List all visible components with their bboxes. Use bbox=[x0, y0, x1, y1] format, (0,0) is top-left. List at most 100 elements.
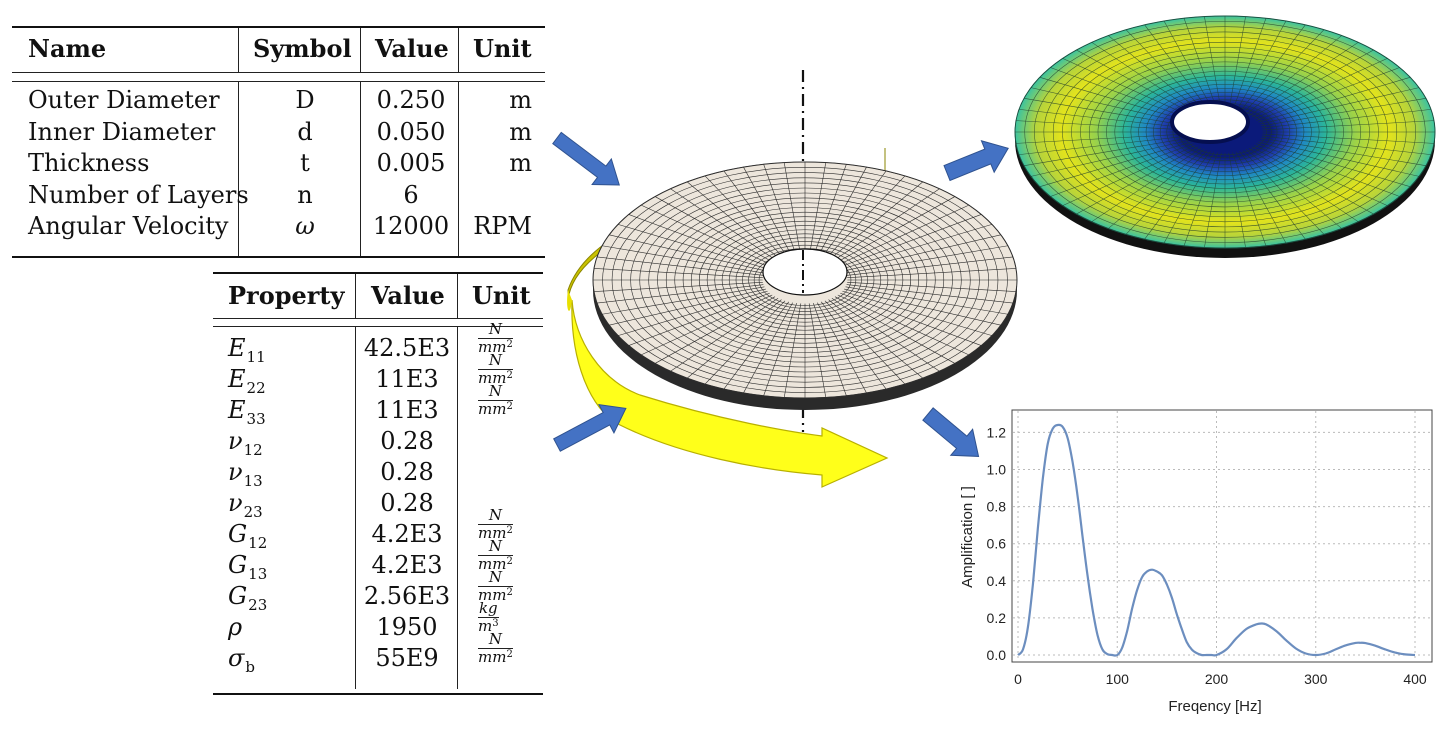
property-symbol: ν bbox=[228, 427, 243, 455]
unit-denominator: mm2 bbox=[478, 524, 513, 542]
row-value: 2.56E3 bbox=[363, 582, 451, 610]
unit-numerator: N bbox=[488, 320, 502, 338]
y-axis-label: Amplification [ ] bbox=[959, 486, 976, 588]
row-symbol: D bbox=[295, 86, 315, 114]
series-line bbox=[1017, 423, 1416, 657]
property-subscript: 12 bbox=[248, 534, 268, 552]
header-symbol: Symbol bbox=[253, 34, 352, 63]
property-symbol: G bbox=[228, 551, 248, 579]
row-property: E11 bbox=[228, 334, 266, 365]
y-tick-label: 1.0 bbox=[987, 462, 1007, 478]
y-tick-label: 0.8 bbox=[987, 499, 1007, 515]
arrow-table1-to-disk bbox=[552, 131, 620, 186]
meshed-disk bbox=[592, 161, 1018, 410]
unit-numerator: N bbox=[488, 630, 502, 648]
property-symbol: ρ bbox=[228, 613, 243, 641]
fea-result-disk bbox=[1014, 15, 1436, 258]
y-tick-label: 1.2 bbox=[987, 424, 1007, 440]
row-property: G13 bbox=[228, 551, 267, 582]
row-unit: m bbox=[509, 149, 532, 177]
unit-denominator: mm2 bbox=[478, 555, 513, 573]
property-symbol: E bbox=[228, 396, 246, 424]
row-symbol: t bbox=[300, 149, 310, 177]
property-subscript: 13 bbox=[248, 565, 268, 583]
row-symbol: ω bbox=[295, 212, 315, 240]
row-property: ν23 bbox=[228, 489, 263, 520]
row-value: 6 bbox=[403, 180, 419, 209]
property-subscript: 13 bbox=[243, 472, 263, 490]
row-property: G23 bbox=[228, 582, 267, 613]
row-value: 11E3 bbox=[375, 396, 439, 424]
row-value: 0.005 bbox=[376, 149, 446, 177]
row-value: 1950 bbox=[376, 613, 438, 641]
y-tick-label: 0.2 bbox=[987, 610, 1007, 626]
x-tick-label: 0 bbox=[1014, 671, 1022, 687]
property-symbol: G bbox=[228, 520, 248, 548]
property-subscript: b bbox=[245, 658, 255, 676]
unit-denominator: mm2 bbox=[478, 648, 513, 666]
header-value: Value bbox=[375, 34, 449, 63]
property-subscript: 33 bbox=[246, 410, 266, 428]
unit-numerator: kg bbox=[478, 599, 498, 617]
row-value: 11E3 bbox=[375, 365, 439, 393]
property-symbol: G bbox=[228, 582, 248, 610]
row-value: 4.2E3 bbox=[371, 520, 443, 548]
x-tick-label: 100 bbox=[1106, 671, 1130, 687]
row-name: Inner Diameter bbox=[28, 117, 216, 146]
row-value: 4.2E3 bbox=[371, 551, 443, 579]
row-value: 55E9 bbox=[375, 644, 439, 672]
property-symbol: σ bbox=[228, 644, 245, 672]
property-symbol: ν bbox=[228, 489, 243, 517]
property-subscript: 22 bbox=[246, 379, 266, 397]
arrow-disk-to-fea bbox=[943, 139, 1009, 182]
unit-denominator: mm2 bbox=[478, 586, 513, 604]
arrow-table2-to-disk bbox=[553, 403, 627, 452]
row-property: σb bbox=[228, 644, 255, 675]
frequency-response-chart: 0 100 200 300 400 0.0 0.2 0.4 0.6 0.8 1.0 1.2 Freqe… bbox=[959, 409, 1433, 715]
unit-numerator: N bbox=[488, 351, 502, 369]
row-name: Thickness bbox=[28, 149, 150, 177]
x-tick-label: 200 bbox=[1205, 671, 1229, 687]
property-subscript: 23 bbox=[243, 503, 263, 521]
row-value: 12000 bbox=[372, 212, 450, 240]
row-unit: RPM bbox=[473, 212, 532, 240]
header-unit: Unit bbox=[472, 281, 531, 310]
unit-denominator: mm2 bbox=[478, 400, 513, 418]
row-value: 0.250 bbox=[376, 86, 446, 114]
row-property: E22 bbox=[228, 365, 266, 396]
x-tick-label: 300 bbox=[1304, 671, 1328, 687]
property-symbol: E bbox=[228, 334, 246, 362]
unit-numerator: N bbox=[488, 537, 502, 555]
property-symbol: ν bbox=[228, 458, 243, 486]
flow-arrows bbox=[552, 131, 1009, 457]
y-tick-label: 0.0 bbox=[987, 647, 1007, 663]
x-axis-label: Freqency [Hz] bbox=[1168, 698, 1261, 715]
row-name: Number of Layers bbox=[28, 180, 249, 209]
row-property: ν13 bbox=[228, 458, 263, 489]
row-property: G12 bbox=[228, 520, 267, 551]
unit-denominator: m3 bbox=[478, 617, 499, 635]
arrow-disk-to-chart bbox=[922, 407, 980, 457]
unit-denominator: mm2 bbox=[478, 369, 513, 387]
row-name: Angular Velocity bbox=[28, 212, 229, 240]
unit-denominator: mm2 bbox=[478, 338, 513, 356]
property-subscript: 23 bbox=[248, 596, 268, 614]
unit-numerator: N bbox=[488, 568, 502, 586]
header-name: Name bbox=[28, 34, 107, 63]
row-unit: m bbox=[509, 117, 532, 146]
property-symbol: E bbox=[228, 365, 246, 393]
property-subscript: 12 bbox=[243, 441, 263, 459]
property-subscript: 11 bbox=[246, 348, 266, 366]
unit-numerator: N bbox=[488, 382, 502, 400]
y-tick-label: 0.6 bbox=[987, 536, 1007, 552]
row-name: Outer Diameter bbox=[28, 86, 220, 114]
row-value: 0.28 bbox=[380, 489, 434, 517]
row-value: 0.28 bbox=[380, 427, 434, 455]
